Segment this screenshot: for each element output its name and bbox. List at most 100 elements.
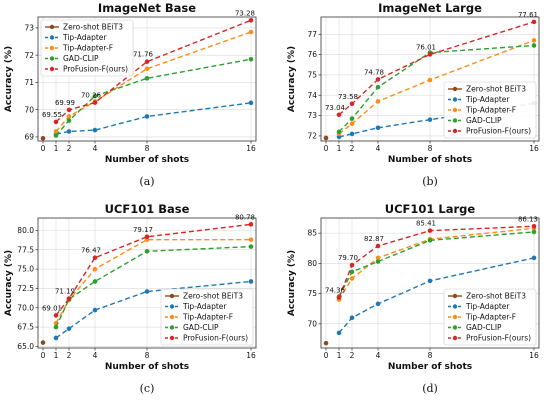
data-point [427, 52, 433, 57]
x-axis-label: Number of shots [388, 155, 472, 165]
data-point [53, 335, 59, 341]
data-point [144, 66, 150, 72]
series-line [55, 58, 252, 137]
chart-title: UCF101 Base [105, 202, 190, 216]
data-point [531, 223, 537, 229]
annotation-label: 69.55 [42, 111, 62, 119]
legend-item: Tip-Adapter-F [165, 313, 233, 322]
legend-swatch-marker [169, 314, 175, 320]
data-point [375, 84, 381, 90]
legend-label: Tip-Adapter-F [465, 313, 516, 322]
data-point [66, 107, 72, 113]
legend-label: GAD-CLIP [183, 323, 219, 332]
legend-item: Tip-Adapter [45, 33, 107, 42]
legend-swatch-marker [49, 24, 55, 30]
annotation-label: 85.41 [416, 220, 436, 228]
series-line [55, 280, 252, 339]
legend-item: Tip-Adapter [448, 302, 510, 311]
annotation-label: 76.01 [416, 43, 436, 51]
legend-swatch-marker [452, 118, 458, 123]
data-point [248, 29, 254, 35]
data-point [427, 278, 433, 284]
y-tick-label: 70.0 [17, 303, 34, 312]
y-tick-label: 80 [307, 259, 317, 268]
legend-item: GAD-CLIP [165, 323, 219, 332]
data-point [349, 276, 355, 281]
data-point [336, 330, 342, 336]
data-point [375, 259, 381, 264]
legend-label: ProFusion-F(ours) [466, 334, 531, 343]
legend-item: GAD-CLIP [448, 323, 502, 332]
x-tick-label: 8 [428, 144, 433, 153]
annotation-label: 86.13 [518, 215, 538, 223]
x-tick-label: 4 [93, 144, 98, 153]
series-profusion-f-ours- [53, 222, 254, 318]
data-point [53, 313, 59, 318]
x-tick-label: 1 [337, 144, 342, 153]
data-point [144, 76, 150, 81]
legend-label: GAD-CLIP [63, 54, 99, 63]
annotation-label: 71.76 [133, 51, 154, 59]
y-tick-label: 77.5 [17, 245, 34, 254]
data-point [53, 119, 59, 125]
data-point [248, 100, 254, 106]
y-tick-label: 75 [307, 289, 317, 298]
series-line [55, 245, 252, 328]
chart-panel-1: ImageNet Base 69 70 71 72 73 0 1 2 4 8 16 Number of … [4, 1, 257, 188]
y-tick-label: 75.0 [17, 265, 34, 274]
legend-item: Tip-Adapter-F [448, 313, 516, 322]
y-tick-label: 76 [307, 50, 317, 59]
annotation-label: 76.47 [81, 247, 101, 255]
data-point [531, 229, 537, 235]
legend-item: GAD-CLIP [45, 54, 99, 63]
legend-label: Tip-Adapter-F [182, 313, 233, 322]
data-point [427, 77, 433, 83]
legend-item: Zero-shot BEiT3 [448, 292, 526, 301]
chart-panel-2: ImageNet Large 72 73 74 75 76 77 0 1 2 4 8 16 Number … [287, 1, 540, 188]
legend-swatch-marker [452, 86, 458, 92]
legend-item: ProFusion-F(ours) [448, 127, 531, 136]
legend-item: ProFusion-F(ours) [448, 334, 531, 343]
data-point [66, 326, 72, 331]
x-axis-label: Number of shots [388, 362, 472, 372]
data-point [144, 114, 150, 119]
panel-caption: (c) [140, 382, 155, 395]
legend-box [160, 288, 254, 346]
data-point [66, 114, 72, 119]
x-tick-label: 0 [324, 351, 329, 360]
legend-swatch-marker [169, 325, 175, 330]
data-point [336, 112, 342, 118]
annotation-label: 69.99 [55, 99, 75, 107]
series-profusion-f-ours- [53, 17, 254, 125]
annotation-label: 73.58 [338, 93, 358, 101]
data-point [53, 133, 59, 138]
annotation-label: 77.61 [518, 11, 538, 19]
data-point [349, 269, 355, 275]
y-tick-label: 73 [307, 111, 317, 120]
series-tip-adapter [336, 255, 537, 336]
series-line [55, 223, 252, 316]
y-tick-label: 72.5 [17, 284, 34, 293]
x-tick-label: 4 [376, 351, 381, 360]
legend-label: GAD-CLIP [466, 116, 502, 125]
data-point [66, 118, 72, 123]
series-line [338, 231, 535, 297]
data-point [144, 234, 150, 240]
legend-label: Tip-Adapter [62, 33, 107, 42]
data-point [375, 243, 381, 249]
legend-swatch-marker [169, 293, 175, 299]
legend-swatch-marker [452, 128, 458, 134]
series-profusion-f-ours- [336, 223, 537, 300]
annotation-label: 69.01 [42, 304, 62, 312]
annotation-label: 70.26 [81, 92, 102, 100]
data-point [40, 135, 46, 141]
data-point [92, 93, 98, 99]
panel-caption: (d) [422, 382, 438, 395]
y-tick-label: 75 [307, 71, 317, 80]
data-point [40, 340, 46, 345]
data-point [144, 59, 150, 64]
legend-swatch-marker [452, 97, 458, 102]
legend-label: Tip-Adapter [465, 95, 510, 104]
annotation-label: 79.17 [133, 226, 153, 234]
data-point [323, 340, 329, 346]
